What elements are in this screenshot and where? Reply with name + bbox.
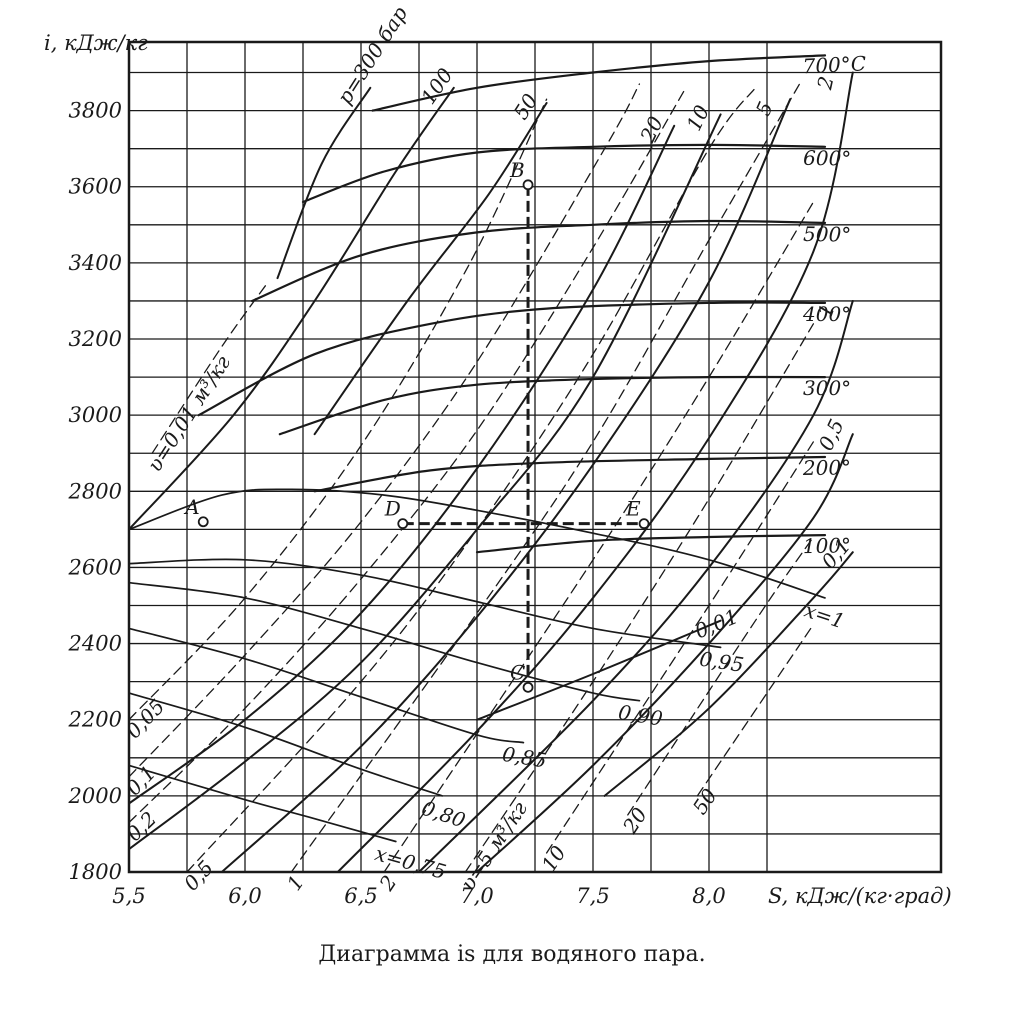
specific-volume-line-curve (464, 323, 815, 873)
tick-labels-layer: 5,5 6,0 6,5 7,0 7,5 8,0 1800 2000 2200 2400 2600 28… (68, 99, 726, 908)
specific-volume-line-curve (627, 536, 815, 816)
dryness-line-label: 0,95 (698, 647, 746, 677)
specific-volume-line-curve (128, 87, 687, 824)
y-tick-label: 3600 (69, 175, 122, 199)
state-point-label: B (509, 158, 525, 182)
isobar-curve (418, 300, 854, 873)
specific-volume-line-label: 0,1 (121, 761, 160, 801)
y-tick-label: 2200 (68, 708, 122, 732)
isotherm-curve (301, 143, 827, 204)
specific-volume-line-label: υ=0,01 м³/кг (142, 351, 235, 476)
figure-caption: Диаграмма is для водяного пара. (318, 942, 706, 967)
x-axis-label: S, кДж/(кг·град) (768, 884, 952, 908)
isobar-curve (276, 86, 372, 280)
plot-frame (127, 40, 943, 874)
dryness-line-curve (128, 627, 525, 744)
y-tick-label: 2000 (68, 784, 122, 808)
isotherm-label: 500° (803, 222, 852, 247)
isotherm-curve (371, 54, 827, 112)
process-paths-layer: A B C D E (183, 158, 650, 693)
dryness-line-curve (128, 692, 444, 797)
isotherm-curve (278, 375, 827, 436)
y-tick-label: 3000 (69, 403, 122, 427)
isotherm-label: 300° (803, 376, 851, 400)
specific-volume-line-curve (545, 441, 815, 854)
isobar-label: 20 (635, 112, 668, 147)
isotherm-label: 600° (803, 146, 852, 171)
x-tick-label: 7,0 (460, 884, 493, 908)
x-tick-label: 7,5 (576, 884, 609, 908)
isobar-label: p=300 бар (332, 2, 412, 109)
specific-volume-line-label: 0,5 (179, 856, 218, 896)
specific-volume-line-curve (128, 83, 641, 778)
specific-volume-line-label: 10 (537, 841, 571, 876)
curve-family-layer (128, 54, 854, 873)
specific-volume-line-curve (186, 87, 757, 873)
specific-volume-line-label: 50 (688, 784, 722, 819)
isobar-curve (476, 433, 854, 873)
isobar-label: 2 (812, 74, 838, 93)
x-tick-label: 8,0 (692, 884, 725, 908)
state-point-D (397, 518, 409, 530)
isobar-curve (476, 619, 722, 721)
isobar-curve (128, 113, 722, 851)
dryness-line-curve (128, 581, 641, 702)
specific-volume-line-label: 2 (374, 871, 402, 896)
x-tick-label: 5,5 (112, 884, 145, 908)
isobar-label: 100 (416, 63, 458, 108)
isobar-label: 5 (751, 98, 778, 119)
dryness-line-curve (128, 764, 397, 843)
isotherm-curve (250, 219, 827, 303)
state-point-label: C (510, 660, 525, 684)
dryness-line-curve (128, 488, 826, 599)
state-point-label: A (183, 495, 199, 519)
y-tick-label: 1800 (69, 860, 122, 884)
isotherm-label: 700°C (802, 51, 867, 78)
specific-volume-line-curve (128, 98, 548, 721)
curve-labels-layer: x=10,950,900,850,80x=0,75υ=0,01 м³/кг0,0… (121, 2, 866, 896)
y-tick-label: 2800 (68, 479, 122, 503)
isotherm-label: 400° (802, 302, 851, 326)
y-tick-label: 3200 (69, 327, 122, 351)
isotherm-label: 100° (803, 533, 852, 558)
isotherm-curve (197, 301, 827, 417)
dryness-line-label: 0,80 (419, 796, 469, 833)
x-tick-label: 6,5 (344, 884, 377, 908)
dryness-line-label: x=1 (801, 598, 847, 634)
isobar-curve (313, 102, 548, 436)
dryness-line-curve (128, 558, 722, 649)
isobar-curve (128, 86, 455, 531)
dryness-line-label: 0,90 (617, 700, 665, 731)
state-point-C (522, 681, 534, 693)
state-point-E (638, 518, 650, 530)
x-tick-label: 6,0 (228, 884, 261, 908)
state-point-A (197, 516, 209, 528)
y-tick-label: 2400 (68, 632, 122, 656)
specific-volume-line-label: 0,2 (122, 807, 162, 846)
isobar-curve (336, 71, 854, 873)
isotherm-label: 200° (802, 455, 852, 480)
specific-volume-line-curve (290, 79, 803, 873)
state-point-label: D (384, 497, 401, 521)
isotherm-curve (313, 455, 827, 493)
specific-volume-line-label: 20 (617, 803, 652, 839)
isobar-label: 0,5 (814, 415, 849, 454)
specific-volume-line-curve (383, 201, 815, 873)
isobar-label: 0,01 (691, 604, 741, 643)
specific-volume-line-label: 1 (282, 871, 309, 895)
y-tick-label: 3800 (69, 99, 122, 123)
y-tick-label: 3400 (69, 251, 122, 275)
isobar-curve (220, 98, 792, 873)
dryness-line-label: 0,85 (501, 742, 549, 773)
y-axis-label: i, кДж/кг (44, 31, 148, 55)
state-point-B (522, 179, 534, 191)
specific-volume-line-curve (696, 623, 815, 797)
isobar-curve (603, 551, 854, 797)
y-tick-label: 2600 (68, 555, 122, 579)
state-point-label: E (625, 497, 641, 521)
